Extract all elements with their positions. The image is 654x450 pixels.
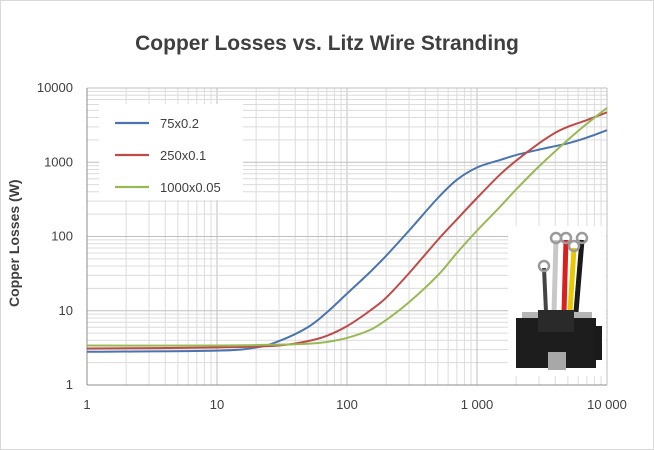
legend-label: 1000x0.05 <box>160 180 221 195</box>
series-line-1000x0.05 <box>86 107 608 347</box>
series-line-75x0.2 <box>86 129 608 353</box>
y-tick-label: 100 <box>51 229 73 244</box>
y-tick-label: 1000 <box>44 154 73 169</box>
x-tick-label: 10 <box>210 397 224 412</box>
y-tick-label: 1 <box>66 377 73 392</box>
transformer-image <box>508 226 606 376</box>
y-tick-label: 10 <box>59 303 73 318</box>
legend-box <box>99 104 243 200</box>
x-tick-label: 1 000 <box>461 397 494 412</box>
x-tick-label: 10 000 <box>587 397 627 412</box>
series-line-250x0.1 <box>86 111 608 350</box>
chart-title: Copper Losses vs. Litz Wire Stranding <box>135 32 519 55</box>
x-tick-label: 1 <box>83 397 90 412</box>
legend-label: 250x0.1 <box>160 148 206 163</box>
y-tick-label: 10000 <box>37 80 73 95</box>
legend-label: 75x0.2 <box>160 116 199 131</box>
x-tick-label: 100 <box>336 397 358 412</box>
legend: 75x0.2 250x0.1 1000x0.05 <box>99 104 243 200</box>
